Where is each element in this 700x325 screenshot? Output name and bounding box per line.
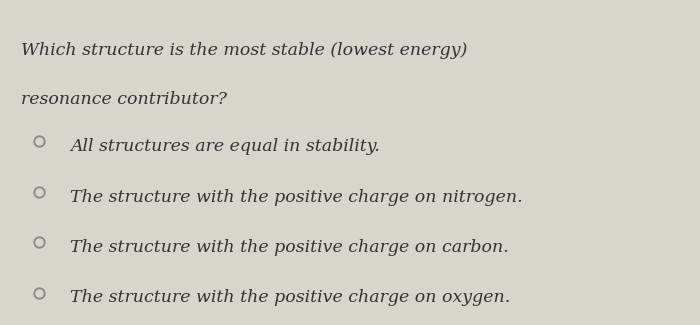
Text: The structure with the positive charge on nitrogen.: The structure with the positive charge o… xyxy=(70,188,523,205)
Text: The structure with the positive charge on oxygen.: The structure with the positive charge o… xyxy=(70,289,510,306)
Text: Which structure is the most stable (lowest energy): Which structure is the most stable (lowe… xyxy=(21,42,468,59)
Text: The structure with the positive charge on carbon.: The structure with the positive charge o… xyxy=(70,239,509,256)
Text: resonance contributor?: resonance contributor? xyxy=(21,91,227,108)
Text: All structures are equal in stability.: All structures are equal in stability. xyxy=(70,138,380,155)
